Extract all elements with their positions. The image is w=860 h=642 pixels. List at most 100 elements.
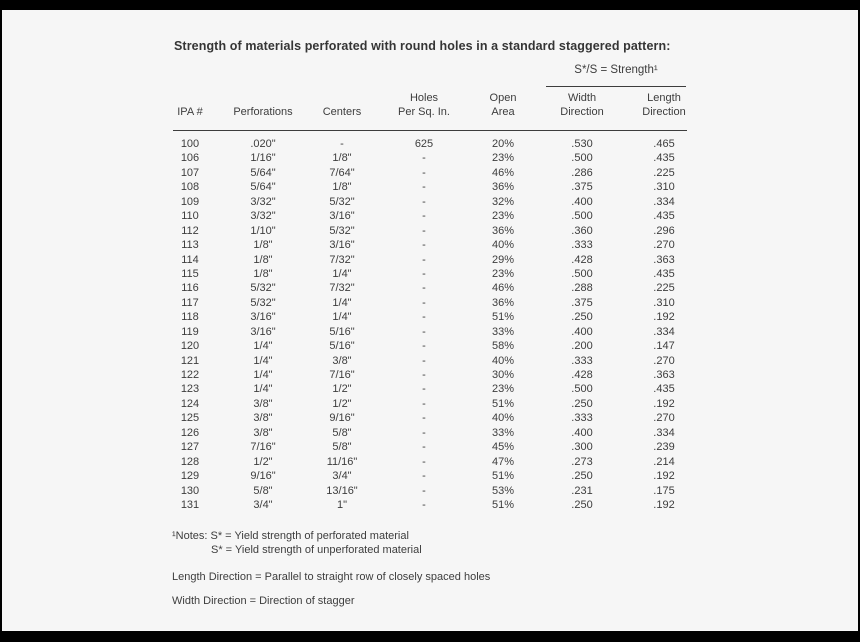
cell: 130 [180,484,200,497]
table-row: 130 5/8" 13/16" - 53% .231 .175 [172,484,688,498]
cell: .200 [571,340,593,353]
table-header-row: IPA # Perforations Centers Holes Per Sq. In.… [172,92,688,119]
cell: - [422,267,426,280]
cell: - [422,412,426,425]
cell: 106 [180,152,200,165]
cell: .500 [571,267,593,280]
cell: 51% [491,311,515,324]
cell: 7/16" [329,369,355,381]
cell: 1/16" [250,152,276,165]
cell: .250 [571,498,593,511]
cell: .400 [571,325,593,338]
cell: .334 [653,325,675,338]
strength-group-header: S*/S = Strength¹ [574,64,658,76]
cell: .192 [653,397,675,410]
cell: .270 [653,354,675,367]
cell: 51% [491,470,515,483]
cell: 3/32" [250,195,276,208]
cell: .310 [653,181,675,194]
footnote-length-direction: Length Direction = Parallel to straight … [172,571,491,583]
cell: 5/32" [250,282,276,295]
table-row: 109 3/32" 5/32" - 32% .400 .334 [172,195,688,209]
column-header: Open Area [489,92,517,118]
table-row: 106 1/16" 1/8" - 23% .500 .435 [172,151,688,165]
cell: - [422,470,426,483]
cell: 5/8" [332,441,352,454]
cell: 13/16" [326,484,358,497]
cell: 107 [180,166,200,179]
table-row: 121 1/4" 3/8" - 40% .333 .270 [172,354,688,368]
cell: 23% [491,267,515,280]
cell: 36% [491,296,515,309]
cell: 36% [491,224,515,237]
cell: 51% [491,498,515,511]
cell: 124 [180,397,200,410]
page-title: Strength of materials perforated with ro… [174,39,671,53]
table-row: 115 1/8" 1/4" - 23% .500 .435 [172,267,688,281]
cell: 40% [491,412,515,425]
cell: 46% [491,166,515,179]
cell: .360 [571,224,593,237]
column-header: Length Direction [642,92,686,118]
cell: 122 [180,369,200,381]
cell: - [422,441,426,454]
cell: 116 [181,282,199,295]
cell: 1/10" [250,224,276,237]
cell: 11/16" [326,455,358,468]
bottom-black-bar [0,631,860,642]
cell: .435 [653,267,675,280]
cell: 5/32" [329,224,355,237]
cell: 36% [491,181,515,194]
table-row: 110 3/32" 3/16" - 23% .500 .435 [172,209,688,223]
cell: 3/8" [253,412,273,425]
cell: 3/16" [250,325,276,338]
cell: 7/16" [250,441,276,454]
table-row: 129 9/16" 3/4" - 51% .250 .192 [172,469,688,483]
table-row: 117 5/32" 1/4" - 36% .375 .310 [172,296,688,310]
cell: - [422,253,426,266]
cell: 120 [180,340,200,353]
cell: .400 [571,195,593,208]
cell: .286 [571,166,593,179]
cell: .192 [653,498,675,511]
cell: - [422,369,426,381]
table-row: 122 1/4" 7/16" - 30% .428 .363 [172,368,688,382]
table-row: 112 1/10" 5/32" - 36% .360 .296 [172,224,688,238]
cell: 1/8" [253,253,273,266]
cell: 30% [491,369,515,381]
cell: .296 [653,224,675,237]
table-row: 116 5/32" 7/32" - 46% .288 .225 [172,281,688,295]
cell: 1/8" [253,239,273,252]
cell: 1/4" [253,369,273,381]
cell: .175 [653,484,675,497]
cell: 20% [491,138,515,150]
cell: 1/4" [253,354,273,367]
cell: 108 [180,181,200,194]
cell: 131 [180,498,200,511]
column-header: IPA # [177,105,203,118]
cell: 123 [180,383,200,396]
cell: 5/64" [250,181,276,194]
table-row: 108 5/64" 1/8" - 36% .375 .310 [172,180,688,194]
cell: .465 [653,138,675,150]
table-row: 113 1/8" 3/16" - 40% .333 .270 [172,238,688,252]
header-rule [173,130,687,131]
cell: 117 [181,296,199,309]
cell: .500 [571,152,593,165]
table-row: 127 7/16" 5/8" - 45% .300 .239 [172,440,688,454]
table-row: 100 .020" - 625 20% .530 .465 [172,137,688,151]
table-row: 119 3/16" 5/16" - 33% .400 .334 [172,325,688,339]
cell: 3/16" [329,210,355,223]
cell: 7/32" [329,253,355,266]
cell: 1/8" [332,181,352,194]
cell: .375 [571,181,593,194]
cell: .214 [653,455,675,468]
table-row: 125 3/8" 9/16" - 40% .333 .270 [172,411,688,425]
cell: .288 [571,282,593,295]
column-header: Holes Per Sq. In. [398,92,450,118]
cell: 1/8" [332,152,352,165]
cell: 1/4" [332,311,352,324]
cell: 110 [181,210,199,223]
cell: 3/32" [250,210,276,223]
table-row: 118 3/16" 1/4" - 51% .250 .192 [172,310,688,324]
